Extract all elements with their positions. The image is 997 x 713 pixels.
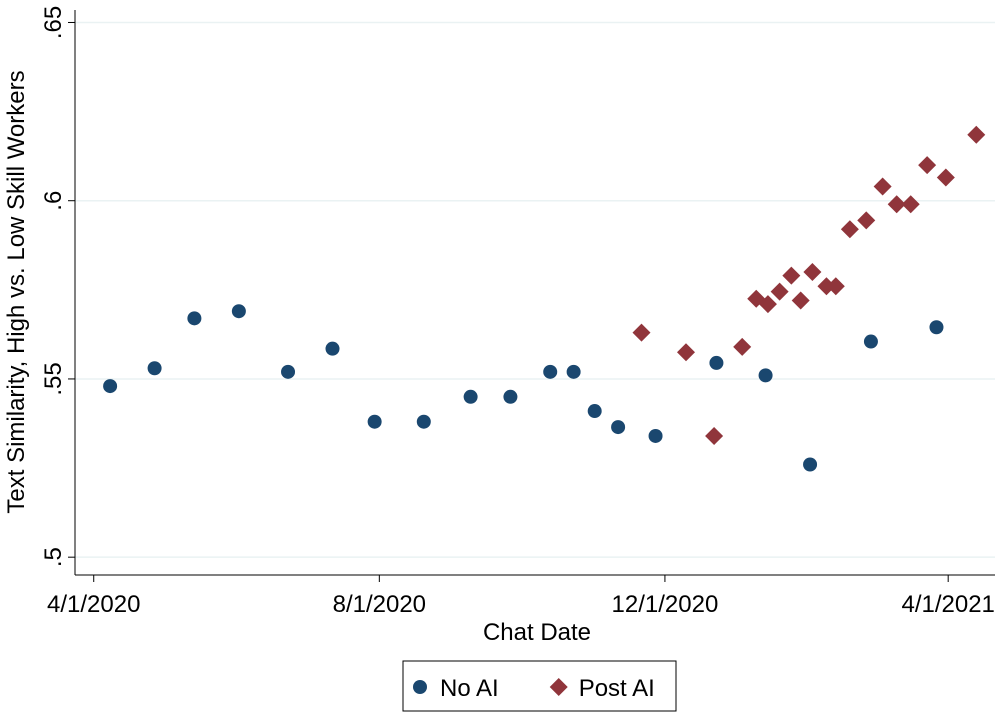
data-point bbox=[887, 195, 906, 214]
data-point bbox=[632, 323, 651, 342]
data-point bbox=[587, 404, 602, 419]
data-point bbox=[929, 320, 944, 335]
data-point bbox=[936, 168, 955, 187]
y-axis-title: Text Similarity, High vs. Low Skill Work… bbox=[3, 70, 30, 513]
y-tick-label: .65 bbox=[40, 6, 67, 39]
data-point bbox=[817, 277, 836, 296]
x-tick-label: 8/1/2020 bbox=[333, 591, 426, 618]
data-point bbox=[611, 420, 626, 435]
data-point bbox=[863, 334, 878, 349]
data-point bbox=[901, 195, 920, 214]
data-point bbox=[648, 428, 663, 443]
data-point bbox=[918, 156, 937, 175]
data-point bbox=[826, 277, 845, 296]
data-point bbox=[147, 361, 162, 376]
data-point bbox=[543, 364, 558, 379]
legend-marker bbox=[413, 680, 427, 694]
data-point bbox=[463, 389, 478, 404]
data-point bbox=[770, 282, 789, 301]
data-point bbox=[231, 304, 246, 319]
legend-box bbox=[402, 660, 677, 712]
data-point bbox=[709, 355, 724, 370]
data-point bbox=[676, 343, 695, 362]
y-tick-label: .5 bbox=[40, 547, 67, 567]
x-tick-label: 4/1/2021 bbox=[901, 591, 994, 618]
data-point bbox=[873, 177, 892, 196]
data-point bbox=[325, 341, 340, 356]
data-point bbox=[758, 295, 777, 314]
x-tick-label: 12/1/2020 bbox=[612, 591, 719, 618]
data-point bbox=[103, 379, 118, 394]
legend-label: Post AI bbox=[579, 675, 655, 702]
legend-label: No AI bbox=[440, 675, 499, 702]
data-point bbox=[758, 368, 773, 383]
y-tick-label: .6 bbox=[40, 191, 67, 211]
data-point bbox=[416, 414, 431, 429]
data-point bbox=[566, 364, 581, 379]
data-point bbox=[803, 263, 822, 282]
data-point bbox=[967, 125, 986, 144]
data-point bbox=[803, 457, 818, 472]
x-tick-label: 4/1/2020 bbox=[47, 591, 140, 618]
y-tick-label: .55 bbox=[40, 362, 67, 395]
legend-marker bbox=[549, 678, 568, 696]
data-point bbox=[733, 337, 752, 356]
data-point bbox=[840, 220, 859, 239]
x-axis-title: Chat Date bbox=[483, 619, 591, 646]
data-point bbox=[503, 389, 518, 404]
data-point bbox=[791, 291, 810, 310]
data-point bbox=[782, 266, 801, 285]
data-point bbox=[187, 311, 202, 326]
data-point bbox=[705, 426, 724, 445]
data-point bbox=[367, 414, 382, 429]
data-point bbox=[857, 211, 876, 230]
data-point bbox=[281, 364, 296, 379]
